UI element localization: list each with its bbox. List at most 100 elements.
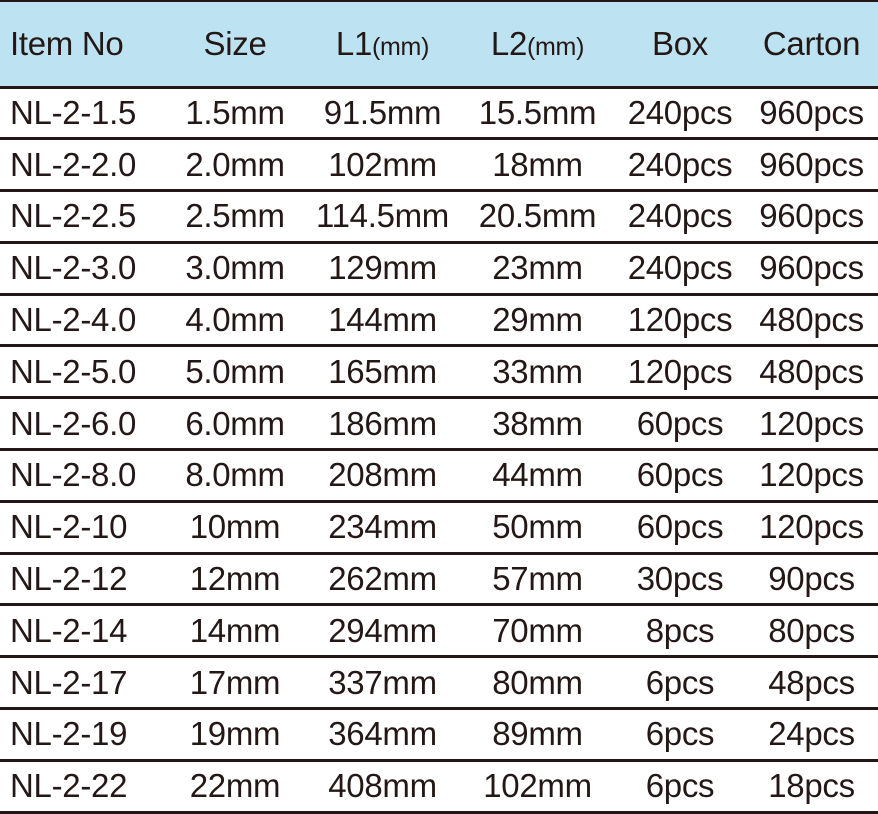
table-row: NL-2-10 10mm 234mm 50mm 60pcs 120pcs <box>0 501 878 553</box>
header-l1: L1(mm) <box>305 1 460 87</box>
cell-size: 5.0mm <box>185 352 285 390</box>
cell-l1: 186mm <box>328 404 437 442</box>
cell-carton: 80pcs <box>768 611 855 649</box>
header-unit: (mm) <box>372 32 430 61</box>
table-body: NL-2-1.5 1.5mm 91.5mm 15.5mm 240pcs 960pcs NL-… <box>0 87 878 813</box>
cell-item-no: NL-2-2.0 <box>10 145 136 183</box>
table-row: NL-2-4.0 4.0mm 144mm 29mm 120pcs 480pcs <box>0 294 878 346</box>
cell-size: 22mm <box>189 767 281 805</box>
cell-l2: 38mm <box>492 404 583 442</box>
cell-item-no: NL-2-1.5 <box>10 93 136 131</box>
cell-l2: 89mm <box>492 715 583 753</box>
cell-l1: 262mm <box>328 560 437 598</box>
cell-item-no: NL-2-12 <box>10 560 128 598</box>
cell-item-no: NL-2-3.0 <box>10 249 136 287</box>
cell-l2: 15.5mm <box>478 93 597 131</box>
cell-l1: 102mm <box>328 145 437 183</box>
cell-size: 2.5mm <box>185 197 285 235</box>
cell-box: 8pcs <box>645 611 715 649</box>
cell-box: 30pcs <box>636 560 724 598</box>
cell-carton: 120pcs <box>759 508 864 546</box>
cell-size: 1.5mm <box>185 93 285 131</box>
cell-size: 14mm <box>189 611 281 649</box>
header-label: Box <box>652 24 708 62</box>
cell-size: 2.0mm <box>185 145 285 183</box>
cell-l1: 165mm <box>328 352 437 390</box>
cell-item-no: NL-2-6.0 <box>10 404 136 442</box>
cell-box: 120pcs <box>627 301 733 339</box>
cell-carton: 960pcs <box>759 249 864 287</box>
header-box: Box <box>615 1 745 87</box>
header-label: Item No <box>10 24 124 62</box>
table-row: NL-2-1.5 1.5mm 91.5mm 15.5mm 240pcs 960pcs <box>0 87 878 139</box>
cell-box: 60pcs <box>636 404 724 442</box>
cell-carton: 960pcs <box>759 145 864 183</box>
cell-item-no: NL-2-17 <box>10 663 128 701</box>
header-label: L1 <box>335 24 372 62</box>
cell-size: 10mm <box>189 508 281 546</box>
table-row: NL-2-19 19mm 364mm 89mm 6pcs 24pcs <box>0 708 878 761</box>
cell-box: 240pcs <box>627 197 733 235</box>
cell-item-no: NL-2-22 <box>10 767 128 805</box>
cell-carton: 480pcs <box>759 301 864 339</box>
cell-size: 17mm <box>189 663 281 701</box>
cell-item-no: NL-2-14 <box>10 611 128 649</box>
cell-l2: 50mm <box>492 508 583 546</box>
cell-box: 60pcs <box>636 508 724 546</box>
header-label: Carton <box>762 24 861 62</box>
table-row: NL-2-3.0 3.0mm 129mm 23mm 240pcs 960pcs <box>0 242 878 294</box>
cell-size: 8.0mm <box>185 456 285 494</box>
cell-item-no: NL-2-19 <box>10 715 128 753</box>
header-label: Size <box>203 24 267 62</box>
cell-l1: 337mm <box>328 663 437 701</box>
table-row: NL-2-12 12mm 262mm 57mm 30pcs 90pcs <box>0 553 878 605</box>
cell-size: 6.0mm <box>185 404 285 442</box>
cell-box: 240pcs <box>627 93 733 131</box>
cell-box: 240pcs <box>627 145 733 183</box>
table-row: NL-2-2.0 2.0mm 102mm 18mm 240pcs 960pcs <box>0 138 878 191</box>
cell-l1: 364mm <box>328 715 437 753</box>
cell-l1: 129mm <box>328 249 437 287</box>
cell-box: 6pcs <box>645 663 715 701</box>
table-row: NL-2-5.0 5.0mm 165mm 33mm 120pcs 480pcs <box>0 345 878 398</box>
cell-item-no: NL-2-2.5 <box>10 197 136 235</box>
cell-carton: 480pcs <box>759 352 864 390</box>
cell-item-no: NL-2-10 <box>10 508 128 546</box>
cell-carton: 48pcs <box>768 663 855 701</box>
cell-carton: 960pcs <box>759 93 864 131</box>
table-header: Item No Size L1(mm) L2(mm) Box Carton <box>0 1 878 87</box>
cell-l2: 18mm <box>492 145 583 183</box>
table-row: NL-2-14 14mm 294mm 70mm 8pcs 80pcs <box>0 604 878 657</box>
cell-box: 6pcs <box>645 767 715 805</box>
cell-carton: 90pcs <box>768 560 855 598</box>
cell-carton: 960pcs <box>759 197 864 235</box>
header-item-no: Item No <box>0 1 165 87</box>
cell-l2: 70mm <box>492 611 583 649</box>
cell-l2: 44mm <box>492 456 583 494</box>
cell-box: 120pcs <box>627 352 733 390</box>
cell-item-no: NL-2-4.0 <box>10 301 136 339</box>
cell-l1: 234mm <box>328 508 437 546</box>
header-carton: Carton <box>745 1 878 87</box>
cell-item-no: NL-2-8.0 <box>10 456 136 494</box>
cell-l1: 294mm <box>328 611 437 649</box>
cell-carton: 24pcs <box>768 715 855 753</box>
cell-l2: 20.5mm <box>478 197 597 235</box>
cell-carton: 120pcs <box>759 404 864 442</box>
cell-l1: 91.5mm <box>323 93 442 131</box>
cell-l1: 408mm <box>328 767 437 805</box>
table-row: NL-2-8.0 8.0mm 208mm 44mm 60pcs 120pcs <box>0 449 878 502</box>
header-l2: L2(mm) <box>460 1 615 87</box>
cell-box: 240pcs <box>627 249 733 287</box>
header-size: Size <box>165 1 305 87</box>
cell-size: 4.0mm <box>185 301 285 339</box>
header-row: Item No Size L1(mm) L2(mm) Box Carton <box>0 1 878 87</box>
cell-size: 12mm <box>189 560 281 598</box>
header-label: L2 <box>490 24 527 62</box>
cell-l2: 33mm <box>492 352 583 390</box>
table-row: NL-2-17 17mm 337mm 80mm 6pcs 48pcs <box>0 656 878 709</box>
cell-l2: 29mm <box>492 301 583 339</box>
cell-l1: 208mm <box>328 456 437 494</box>
cell-l2: 102mm <box>483 767 592 805</box>
